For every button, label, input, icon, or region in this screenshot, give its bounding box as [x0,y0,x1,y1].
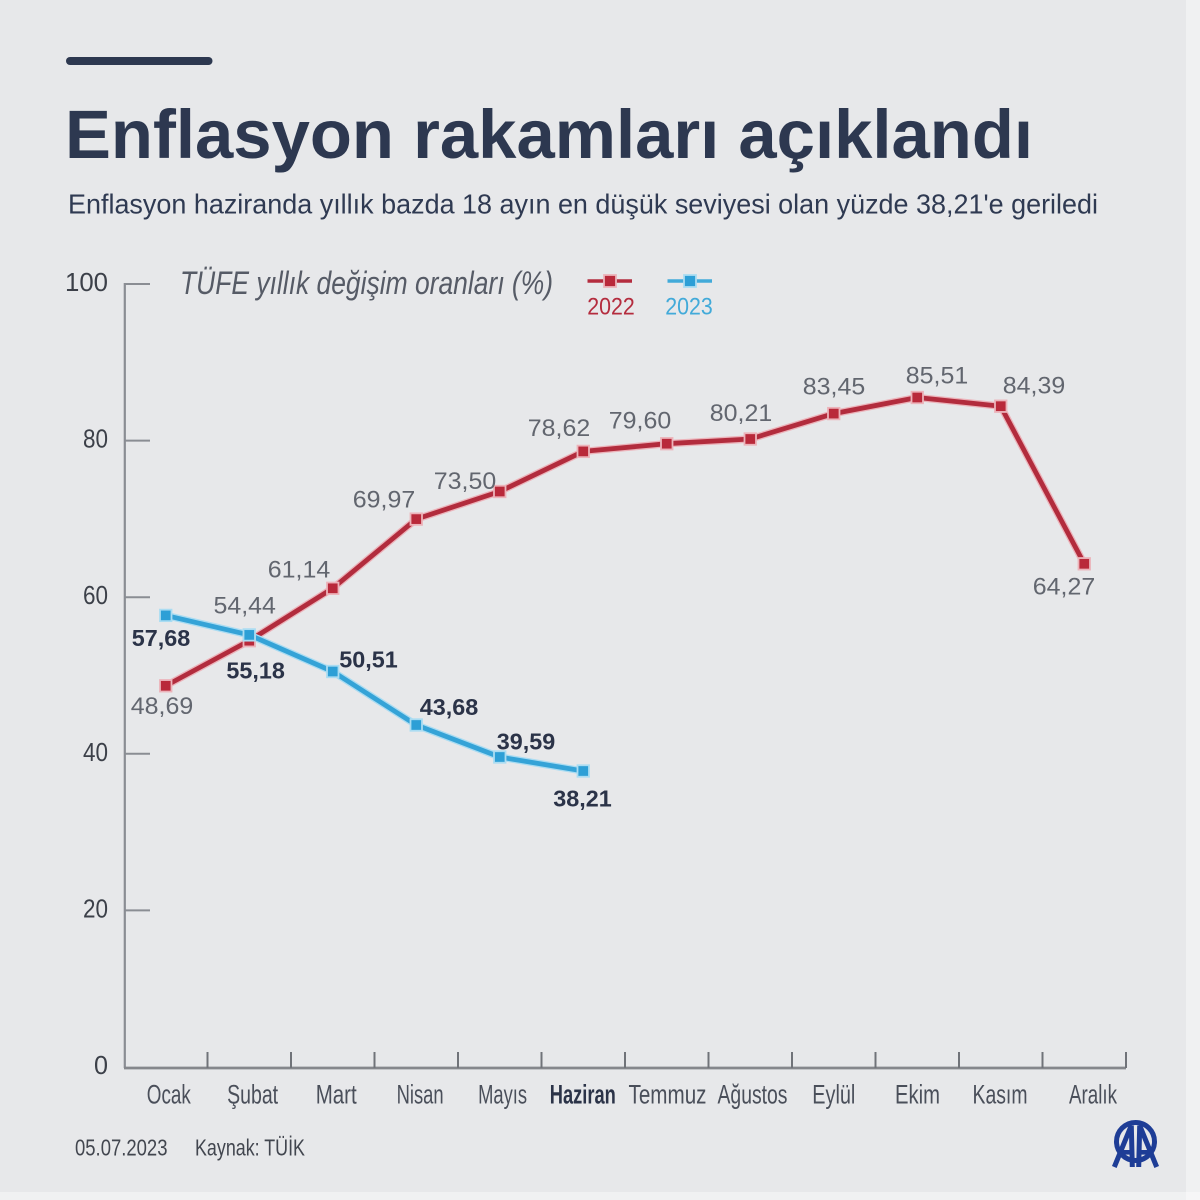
svg-text:55,18: 55,18 [226,657,285,683]
svg-text:05.07.2023: 05.07.2023 [75,1135,168,1161]
svg-text:61,14: 61,14 [268,557,330,584]
svg-text:50,51: 50,51 [339,646,398,672]
svg-text:Enflasyon haziranda yıllık baz: Enflasyon haziranda yıllık bazda 18 ayın… [68,189,1098,220]
svg-text:20: 20 [83,893,108,923]
svg-text:38,21: 38,21 [553,786,612,812]
svg-text:80,21: 80,21 [710,400,772,427]
svg-text:64,27: 64,27 [1033,574,1095,601]
svg-text:43,68: 43,68 [420,694,479,720]
svg-text:40: 40 [83,737,108,767]
svg-text:Ocak: Ocak [147,1080,191,1110]
svg-text:100: 100 [65,267,108,297]
svg-text:78,62: 78,62 [528,415,590,442]
svg-text:39,59: 39,59 [497,729,556,755]
svg-text:83,45: 83,45 [803,374,865,401]
svg-text:Ağustos: Ağustos [718,1080,788,1110]
svg-text:Haziran: Haziran [550,1080,616,1110]
svg-text:Mart: Mart [316,1080,357,1110]
svg-text:TÜFE yıllık değişim oranları (: TÜFE yıllık değişim oranları (%) [180,265,553,301]
svg-text:80: 80 [83,424,108,454]
svg-text:60: 60 [83,580,108,610]
svg-text:85,51: 85,51 [906,363,968,390]
svg-text:Ekim: Ekim [895,1080,940,1110]
svg-text:2022: 2022 [587,294,635,321]
svg-text:57,68: 57,68 [132,625,191,651]
svg-text:Aralık: Aralık [1069,1080,1117,1110]
svg-text:Temmuz: Temmuz [629,1080,707,1110]
svg-text:54,44: 54,44 [214,592,276,619]
svg-text:Nisan: Nisan [397,1080,444,1110]
svg-text:69,97: 69,97 [353,487,415,514]
svg-text:Kaynak: TÜİK: Kaynak: TÜİK [195,1135,306,1161]
svg-text:Enflasyon rakamları açıklandı: Enflasyon rakamları açıklandı [65,96,1033,173]
svg-text:Mayıs: Mayıs [478,1080,527,1110]
svg-text:Kasım: Kasım [973,1080,1028,1110]
svg-text:48,69: 48,69 [131,693,193,720]
svg-text:73,50: 73,50 [434,468,496,495]
svg-text:2023: 2023 [665,294,713,321]
svg-text:Şubat: Şubat [227,1080,278,1110]
svg-text:Eylül: Eylül [812,1080,855,1110]
svg-text:84,39: 84,39 [1003,373,1065,400]
svg-text:79,60: 79,60 [609,408,671,435]
svg-text:0: 0 [94,1050,108,1080]
